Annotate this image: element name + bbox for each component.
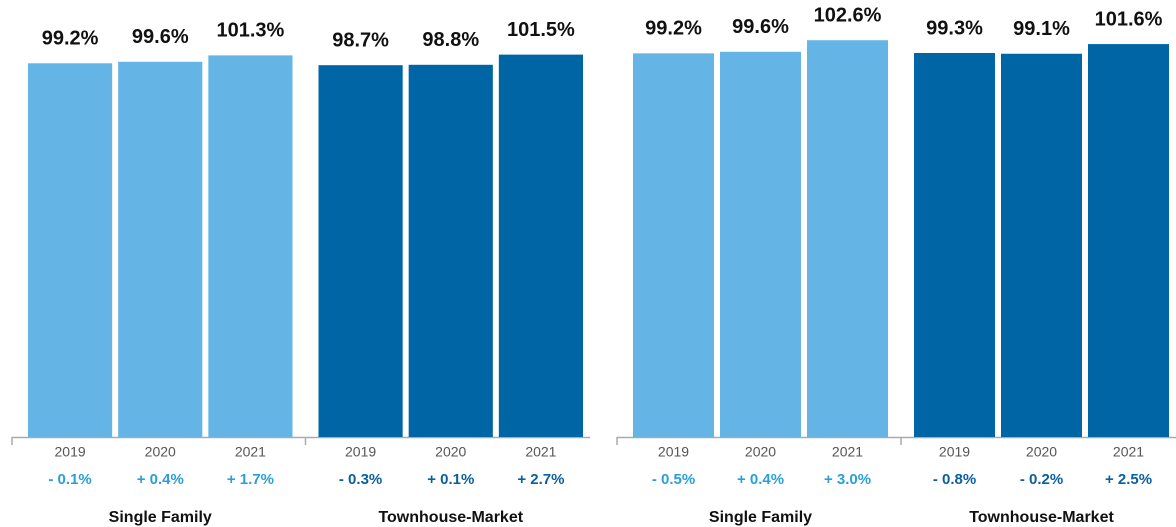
value-label: 99.3% bbox=[926, 17, 983, 39]
change-label: - 0.8% bbox=[933, 471, 976, 488]
x-tick-label: 2021 bbox=[1113, 444, 1144, 460]
bar bbox=[1088, 44, 1169, 437]
bar bbox=[1001, 53, 1082, 437]
bar bbox=[914, 52, 995, 437]
x-tick-label: 2021 bbox=[235, 444, 266, 460]
bar bbox=[498, 54, 583, 437]
value-label: 99.1% bbox=[1013, 18, 1070, 40]
change-label: + 1.7% bbox=[227, 471, 274, 488]
change-label: - 0.1% bbox=[48, 471, 91, 488]
x-tick-label: 2019 bbox=[55, 444, 86, 460]
value-label: 99.6% bbox=[132, 26, 189, 48]
x-tick-label: 2021 bbox=[832, 444, 863, 460]
bar bbox=[807, 40, 888, 437]
value-label: 99.2% bbox=[645, 18, 702, 40]
bar bbox=[118, 61, 203, 438]
group-label: Townhouse-Market bbox=[378, 509, 523, 526]
change-label: + 0.4% bbox=[737, 471, 784, 488]
x-tick-label: 2020 bbox=[145, 444, 176, 460]
x-tick-label: 2021 bbox=[525, 444, 556, 460]
group-label: Townhouse-Market bbox=[969, 509, 1114, 526]
x-tick-label: 2020 bbox=[435, 444, 466, 460]
x-tick-label: 2020 bbox=[1026, 444, 1057, 460]
bar bbox=[318, 65, 403, 437]
bar bbox=[28, 63, 113, 438]
x-tick-label: 2019 bbox=[658, 444, 689, 460]
change-label: + 2.7% bbox=[517, 471, 564, 488]
group-label: Single Family bbox=[709, 509, 812, 526]
change-label: + 3.0% bbox=[824, 471, 871, 488]
value-label: 98.7% bbox=[332, 29, 389, 51]
bar bbox=[408, 64, 493, 437]
value-label: 102.6% bbox=[814, 5, 882, 27]
bar bbox=[633, 53, 714, 438]
change-label: - 0.5% bbox=[652, 471, 695, 488]
value-label: 101.5% bbox=[507, 19, 575, 41]
group-label: Single Family bbox=[109, 509, 212, 526]
change-label: + 2.5% bbox=[1105, 471, 1152, 488]
x-tick-label: 2019 bbox=[345, 444, 376, 460]
x-tick-label: 2020 bbox=[745, 444, 776, 460]
value-label: 99.2% bbox=[42, 28, 99, 50]
change-label: - 0.2% bbox=[1020, 471, 1063, 488]
change-label: + 0.4% bbox=[137, 471, 184, 488]
value-label: 101.6% bbox=[1095, 8, 1163, 30]
bar bbox=[720, 51, 801, 438]
change-label: - 0.3% bbox=[339, 471, 382, 488]
value-label: 98.8% bbox=[422, 29, 479, 51]
x-tick-label: 2019 bbox=[939, 444, 970, 460]
change-label: + 0.1% bbox=[427, 471, 474, 488]
value-label: 99.6% bbox=[732, 16, 789, 38]
value-label: 101.3% bbox=[216, 20, 284, 42]
bar bbox=[208, 55, 293, 437]
